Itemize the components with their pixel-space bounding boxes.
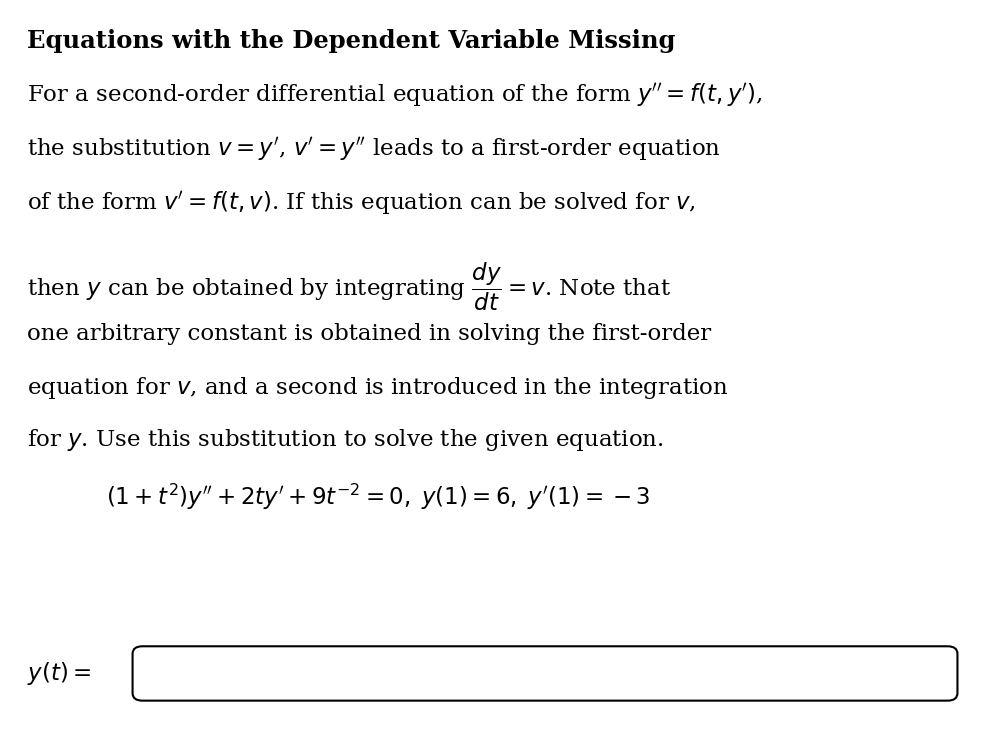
Text: Equations with the Dependent Variable Missing: Equations with the Dependent Variable Mi… — [27, 29, 676, 53]
Text: $y(t) = $: $y(t) = $ — [27, 660, 91, 687]
Text: For a second-order differential equation of the form $y'' = f(t, y')$,: For a second-order differential equation… — [27, 82, 763, 109]
Text: equation for $v$, and a second is introduced in the integration: equation for $v$, and a second is introd… — [27, 375, 729, 401]
Text: the substitution $v = y'$, $v' = y''$ leads to a first-order equation: the substitution $v = y'$, $v' = y''$ le… — [27, 136, 722, 164]
Text: then $y$ can be obtained by integrating $\dfrac{dy}{dt} = v$. Note that: then $y$ can be obtained by integrating … — [27, 260, 672, 313]
FancyBboxPatch shape — [133, 646, 957, 701]
Text: of the form $v' = f(t, v)$. If this equation can be solved for $v$,: of the form $v' = f(t, v)$. If this equa… — [27, 190, 696, 218]
Text: one arbitrary constant is obtained in solving the first-order: one arbitrary constant is obtained in so… — [27, 323, 712, 345]
Text: $(1 + t^2)y'' + 2ty' + 9t^{-2} = 0, \; y(1) = 6, \; y'(1) = -3$: $(1 + t^2)y'' + 2ty' + 9t^{-2} = 0, \; y… — [106, 482, 651, 512]
Text: for $y$. Use this substitution to solve the given equation.: for $y$. Use this substitution to solve … — [27, 427, 664, 453]
